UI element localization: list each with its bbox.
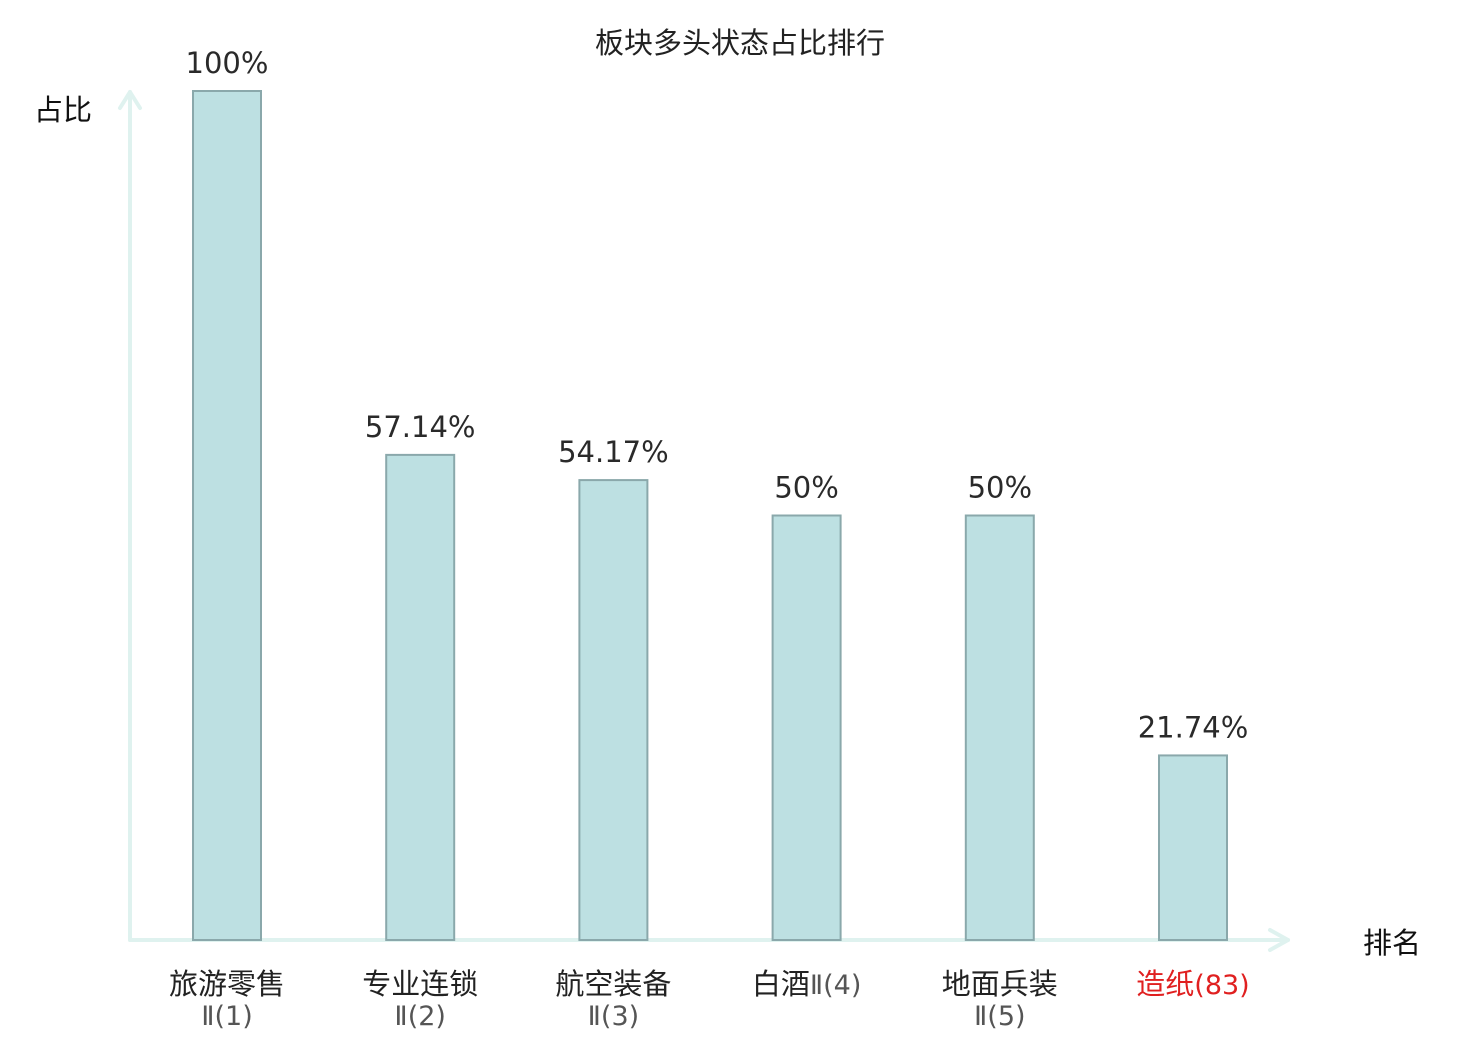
category-label-1: 旅游零售 (169, 967, 285, 1001)
value-label-2: 57.14% (365, 410, 476, 444)
chart-title: 板块多头状态占比排行 (595, 26, 885, 60)
bar-4 (771, 514, 842, 941)
value-labels-group: 100% 57.14% 54.17% 50% 50% 21.74% (186, 46, 1249, 744)
bar-5 (964, 514, 1035, 941)
category-label-3: 航空装备 (555, 967, 671, 1001)
category-rank-1: Ⅱ(1) (201, 1001, 253, 1032)
y-axis-label: 占比 (34, 93, 92, 127)
bars-group (192, 90, 1228, 942)
bar-1 (192, 90, 262, 941)
category-rank-3: Ⅱ(3) (588, 1001, 640, 1032)
value-label-4: 50% (774, 471, 838, 505)
y-axis-arrow (118, 90, 142, 110)
value-label-3: 54.17% (558, 435, 669, 469)
value-label-1: 100% (186, 46, 269, 80)
value-label-6: 21.74% (1138, 710, 1249, 744)
category-rank-2: Ⅱ(2) (394, 1001, 446, 1032)
category-label-5: 地面兵装 (942, 967, 1058, 1001)
bar-3 (578, 479, 649, 941)
x-axis-label: 排名 (1363, 926, 1421, 960)
value-label-5: 50% (968, 471, 1032, 505)
bar-2 (385, 453, 456, 941)
x-axis-arrow (1268, 928, 1290, 952)
axes (118, 90, 1290, 952)
bar-6 (1158, 754, 1228, 942)
category-rank-5: Ⅱ(5) (974, 1001, 1026, 1032)
category-label-4: 白酒Ⅱ(4) (752, 967, 862, 1001)
category-label-6: 造纸(83) (1136, 967, 1249, 1001)
category-label-2: 专业连锁 (362, 967, 478, 1001)
